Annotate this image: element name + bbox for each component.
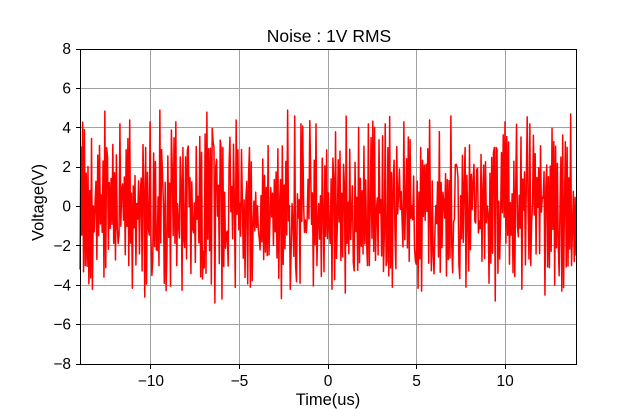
svg-text:10: 10	[497, 373, 515, 390]
svg-text:Voltage(V): Voltage(V)	[30, 164, 48, 241]
svg-text:6: 6	[62, 80, 71, 97]
svg-text:Time(us): Time(us)	[296, 391, 360, 409]
svg-text:−10: −10	[138, 373, 165, 390]
svg-text:−2: −2	[53, 238, 71, 255]
svg-text:0: 0	[62, 199, 71, 216]
svg-text:Noise : 1V RMS: Noise : 1V RMS	[267, 26, 391, 46]
svg-text:8: 8	[62, 41, 71, 58]
svg-text:5: 5	[412, 373, 421, 390]
svg-text:2: 2	[62, 159, 71, 176]
svg-text:0: 0	[324, 373, 333, 390]
svg-text:−4: −4	[53, 277, 71, 294]
svg-text:−6: −6	[53, 317, 71, 334]
svg-text:−8: −8	[53, 356, 71, 373]
svg-text:4: 4	[62, 120, 71, 137]
svg-text:−5: −5	[231, 373, 249, 390]
